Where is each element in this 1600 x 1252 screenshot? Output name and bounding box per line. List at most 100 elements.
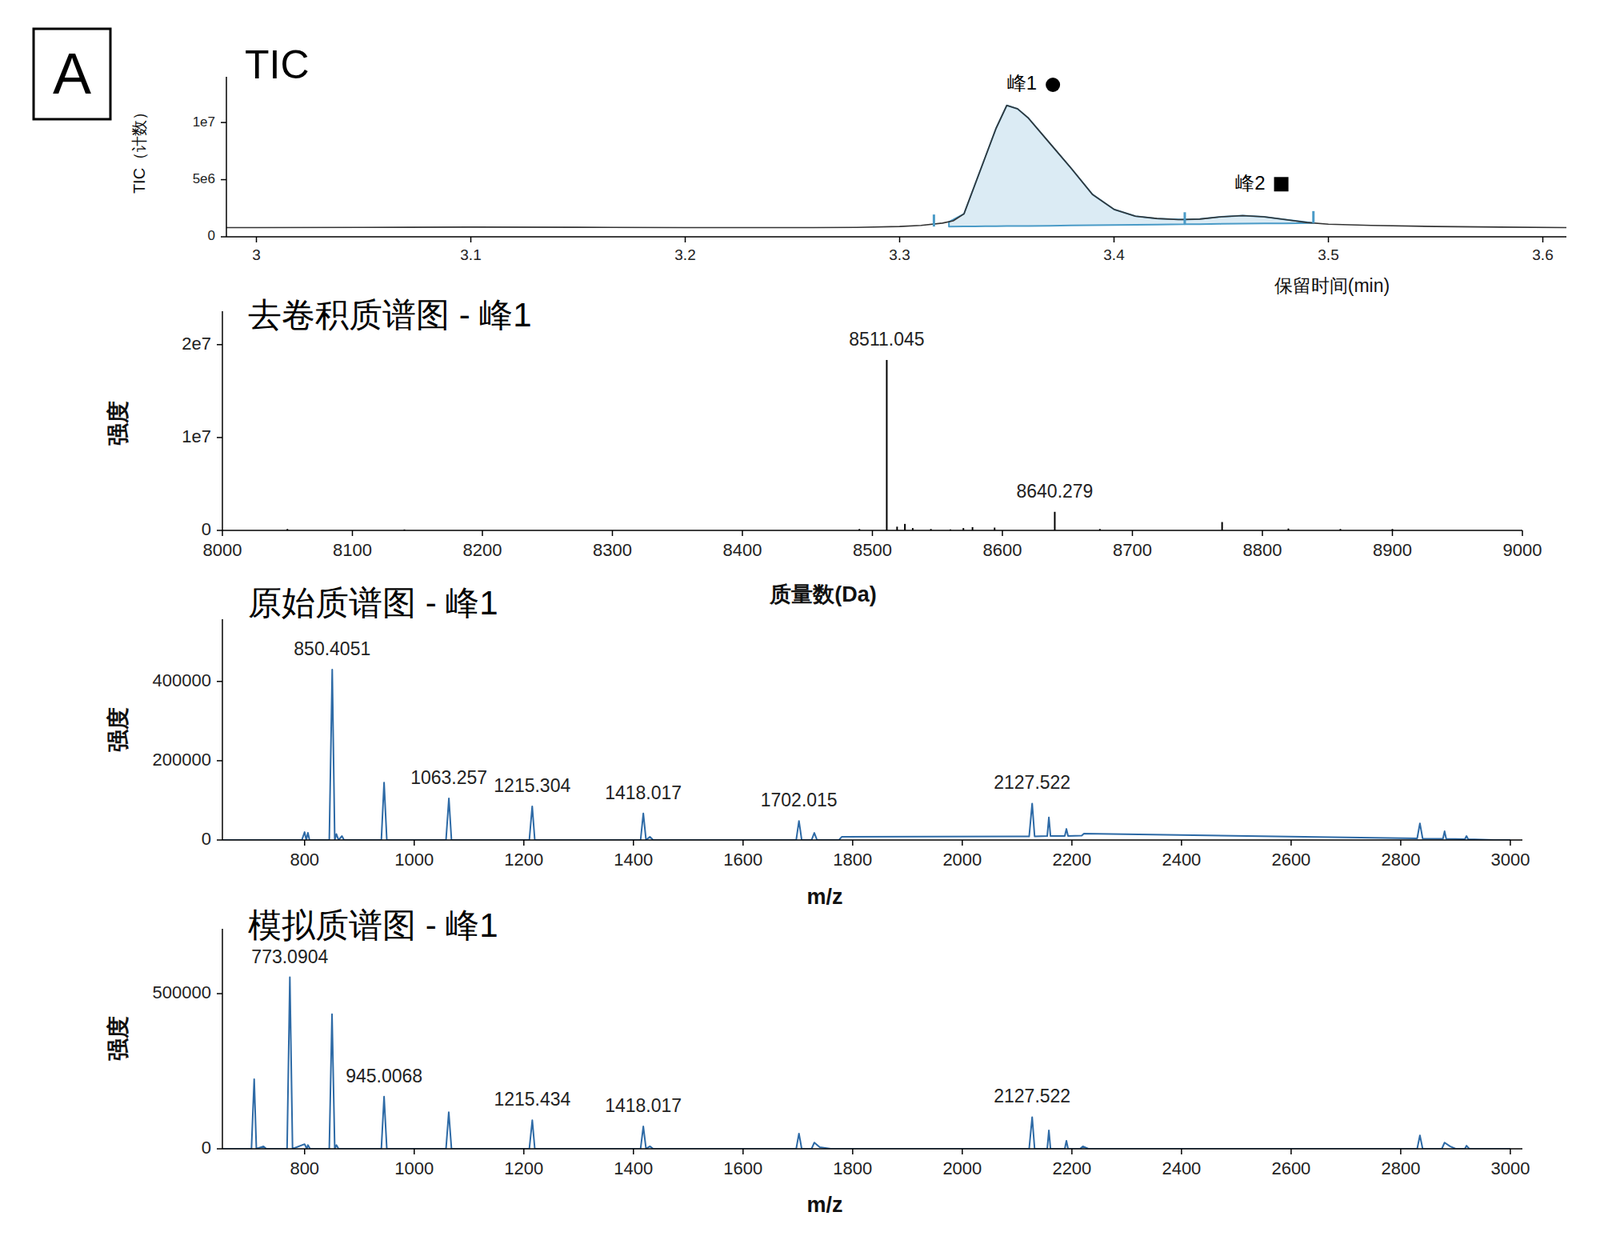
- x-tick-label: 8700: [1112, 540, 1152, 560]
- x-tick: [961, 1148, 964, 1155]
- peak-marker: [1274, 176, 1289, 192]
- y-tick-label: 1e7: [181, 426, 212, 447]
- x-tick-label: 1400: [613, 1158, 653, 1179]
- x-tick: [742, 1148, 744, 1155]
- plot-area: [287, 360, 1392, 531]
- x-tick: [1071, 1148, 1073, 1155]
- panel: 8000810082008300840085008600870088008900…: [105, 296, 1542, 607]
- x-axis: [226, 236, 1567, 238]
- x-tick: [852, 840, 854, 846]
- x-tick: [961, 840, 964, 846]
- x-tick: [352, 530, 354, 536]
- x-tick: [1400, 1148, 1402, 1155]
- x-tick: [1290, 1148, 1292, 1155]
- spectrum-line: [222, 669, 1511, 840]
- x-tick: [872, 530, 874, 536]
- y-tick: [216, 992, 223, 995]
- peak-label: 1215.304: [493, 775, 571, 796]
- x-tick: [742, 840, 744, 846]
- y-axis: [225, 76, 228, 237]
- peak-annotation: 峰2: [1235, 172, 1265, 194]
- x-tick-label: 8800: [1243, 540, 1283, 560]
- y-axis-label: 强度: [105, 707, 131, 752]
- x-tick-label: 1800: [832, 849, 872, 870]
- x-tick-label: 1200: [504, 1158, 544, 1179]
- x-tick: [632, 1148, 635, 1155]
- panel: 8001000120014001600180020002200240026002…: [105, 584, 1530, 909]
- x-tick-label: 9000: [1503, 540, 1543, 560]
- chart-title: TIC: [244, 42, 310, 88]
- y-tick: [216, 436, 223, 439]
- x-tick: [632, 840, 635, 846]
- x-tick: [1261, 530, 1264, 536]
- x-tick: [481, 530, 484, 536]
- panel: 8001000120014001600180020002200240026002…: [105, 906, 1530, 1217]
- x-tick: [221, 530, 224, 536]
- x-tick-label: 3.6: [1532, 246, 1553, 264]
- y-tick-label: 0: [208, 228, 216, 244]
- x-tick-label: 1000: [394, 1158, 434, 1179]
- y-tick-label: 2e7: [181, 333, 212, 354]
- x-tick-label: 2400: [1161, 1158, 1201, 1179]
- x-axis-label: 质量数(Da): [768, 582, 877, 607]
- x-tick-label: 3.1: [460, 246, 481, 264]
- x-tick-label: 1600: [723, 849, 763, 870]
- stick: [885, 360, 888, 531]
- x-axis-label: m/z: [806, 1192, 843, 1217]
- x-tick-label: 8400: [723, 540, 763, 560]
- y-tick: [216, 760, 223, 762]
- x-tick-label: 1400: [613, 849, 653, 870]
- x-tick: [852, 1148, 854, 1155]
- x-tick-label: 8500: [852, 540, 892, 560]
- y-tick-label: 200000: [152, 749, 212, 770]
- peak-label: 1063.257: [410, 767, 488, 788]
- x-tick-label: 2000: [942, 1158, 982, 1179]
- x-tick: [1509, 1148, 1512, 1155]
- y-tick-label: 5e6: [192, 171, 216, 187]
- x-tick-label: 8300: [592, 540, 632, 560]
- x-tick: [1521, 530, 1524, 536]
- y-tick: [220, 179, 227, 181]
- x-tick-label: 8100: [332, 540, 372, 560]
- x-tick-label: 3000: [1490, 849, 1530, 870]
- y-tick: [216, 680, 223, 683]
- peak-label: 1418.017: [604, 1095, 682, 1116]
- x-tick-label: 2000: [942, 849, 982, 870]
- x-tick-label: 3.2: [674, 246, 696, 264]
- x-tick: [523, 1148, 525, 1155]
- x-tick-label: 3.4: [1103, 246, 1125, 264]
- x-axis-label: m/z: [806, 884, 843, 909]
- y-tick: [216, 1148, 223, 1150]
- y-axis-label: 强度: [105, 400, 131, 446]
- peak-label: 1702.015: [760, 789, 838, 811]
- x-tick: [1071, 840, 1073, 846]
- y-tick: [220, 121, 227, 124]
- peak-label: 2127.522: [993, 1085, 1071, 1107]
- x-tick-label: 800: [289, 849, 320, 870]
- peak-label: 8640.279: [1016, 480, 1093, 502]
- boundary-tick: [1312, 211, 1315, 224]
- y-tick: [216, 839, 223, 841]
- x-tick: [304, 840, 306, 846]
- x-tick: [1180, 1148, 1183, 1155]
- stick: [1053, 512, 1056, 531]
- x-tick: [684, 236, 687, 243]
- boundary-tick: [1183, 212, 1186, 224]
- boundary-tick: [932, 214, 936, 227]
- chart-title: 去卷积质谱图 - 峰1: [248, 296, 532, 334]
- x-tick-label: 8200: [463, 540, 503, 560]
- x-axis: [222, 839, 1523, 841]
- peak-label: 945.0068: [345, 1065, 423, 1087]
- y-axis-label: TIC（计数）: [130, 104, 148, 194]
- x-tick: [1400, 840, 1402, 846]
- y-tick-label: 500000: [152, 982, 212, 1003]
- peak-label: 850.4051: [293, 638, 371, 660]
- y-tick-label: 0: [201, 519, 212, 540]
- y-axis: [221, 928, 224, 1149]
- plot-area: [226, 105, 1567, 228]
- panel-label-box: [33, 28, 111, 120]
- x-tick-label: 3000: [1490, 1158, 1530, 1179]
- stick: [1221, 522, 1224, 531]
- x-tick-label: 1600: [723, 1158, 763, 1179]
- panel-label: A: [52, 41, 92, 106]
